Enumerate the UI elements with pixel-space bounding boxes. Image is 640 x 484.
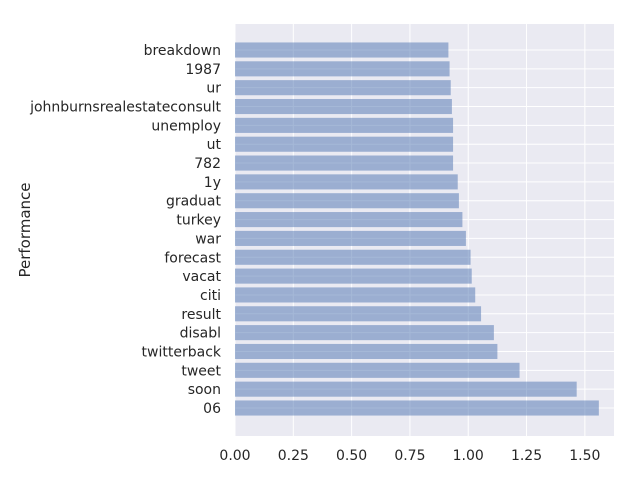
y-tick-label: ut [207,137,222,153]
x-tick-label: 0.00 [219,448,250,464]
x-tick-labels: 0.00 0.25 0.50 0.75 1.00 1.25 1.50 [219,448,600,464]
x-tick-label: 0.75 [394,448,425,464]
bar-war [235,230,466,246]
bar-782 [235,155,454,171]
bar-breakdown [235,42,449,58]
y-tick-label: breakdown [144,43,221,59]
bar-tweet [235,362,520,378]
bar-1987 [235,61,450,77]
bar-turkey [235,212,463,228]
y-tick-label: tweet [181,363,221,379]
bar-disabl [235,325,494,341]
x-tick-label: 1.25 [511,448,542,464]
bar-citi [235,287,476,303]
bar-johnburnsrealestateconsult [235,98,452,115]
y-tick-label: turkey [176,213,221,229]
bar-unemploy [235,117,454,133]
y-tick-label: 1y [204,175,221,191]
y-tick-label: 782 [194,156,221,172]
y-tick-label: vacat [182,269,221,285]
y-tick-label: graduat [166,194,222,210]
bar-soon [235,381,577,397]
bar-graduat [235,193,459,209]
y-tick-label: johnburnsrealestateconsult [29,100,221,116]
y-tick-label: unemploy [151,118,221,134]
x-tick-label: 0.25 [278,448,309,464]
x-tick-label: 0.50 [336,448,367,464]
bar-result [235,306,482,322]
bar-1y [235,174,458,190]
bar-ur [235,80,451,96]
x-tick-label: 1.50 [569,448,600,464]
y-tick-label: result [181,307,221,323]
y-tick-label: citi [200,288,221,304]
bar-forecast [235,249,471,265]
y-tick-label: 1987 [185,62,221,78]
bars [235,42,599,416]
y-tick-label: soon [188,382,221,398]
bar-twitterback [235,343,498,360]
bar-ut [235,136,454,152]
bar-06 [235,400,599,416]
y-tick-label: twitterback [142,344,222,360]
y-tick-label: disabl [180,326,221,342]
y-tick-label: ur [206,81,221,97]
bar-vacat [235,268,472,284]
y-axis-label: Performance [16,182,34,277]
x-tick-label: 1.00 [453,448,484,464]
y-tick-label: forecast [164,250,221,266]
y-tick-labels: breakdown 1987 ur johnburnsrealestateconsul… [29,43,222,417]
y-tick-label: war [195,231,221,247]
y-tick-label: 06 [203,401,221,417]
